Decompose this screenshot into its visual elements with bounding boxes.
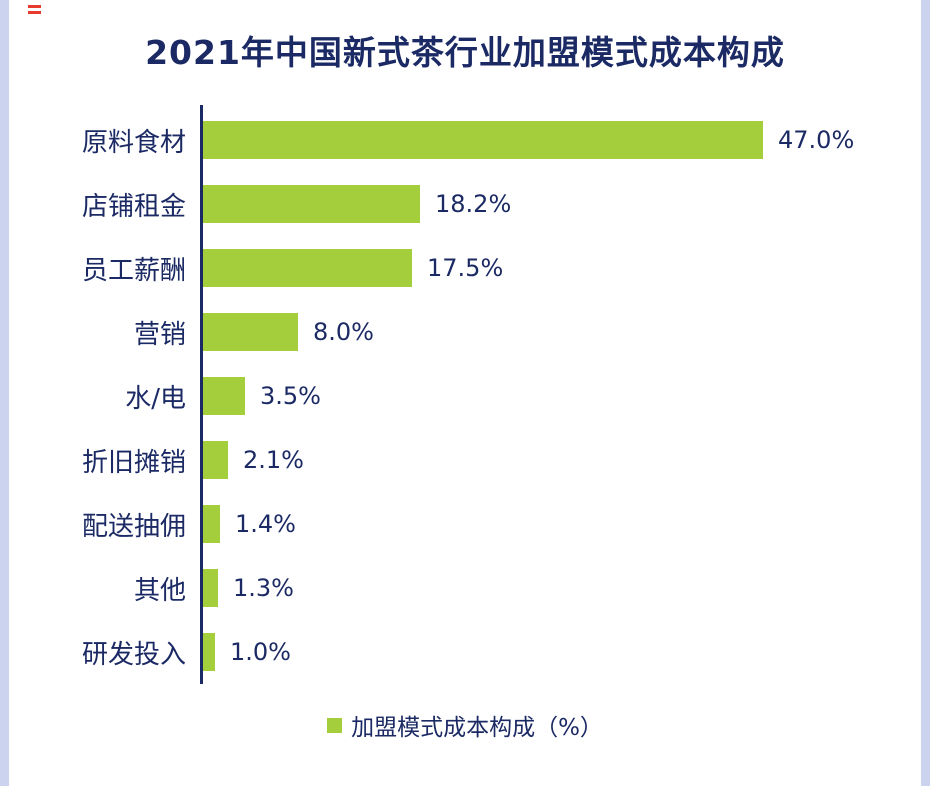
bar-8 [203,633,215,671]
legend: 加盟模式成本构成（%） [0,708,930,742]
bar-track: 2.1% [203,441,304,479]
value-label: 1.4% [235,510,296,538]
chart-row: 研发投入 1.0% [0,620,930,684]
chart-row: 原料食材 47.0% [0,108,930,172]
bar-track: 1.0% [203,633,291,671]
chart-row: 水/电 3.5% [0,364,930,428]
bar-4 [203,377,245,415]
chart-row: 配送抽佣 1.4% [0,492,930,556]
category-label: 员工薪酬 [81,255,186,286]
y-axis-line [200,105,203,684]
value-label: 1.3% [233,574,294,602]
category-label: 水/电 [125,383,186,414]
value-label: 17.5% [427,254,504,282]
bar-track: 1.3% [203,569,294,607]
category-label: 折旧摊销 [81,447,186,478]
chart-row: 其他 1.3% [0,556,930,620]
category-label: 店铺租金 [81,191,186,222]
red-artifact-mark [28,5,41,15]
value-label: 8.0% [313,318,374,346]
value-label: 18.2% [435,190,512,218]
value-label: 2.1% [243,446,304,474]
category-label: 其他 [133,575,186,606]
page-edge-right [921,0,930,786]
bar-7 [203,569,218,607]
bar-track: 17.5% [203,249,503,287]
chart-title: 2021年中国新式茶行业加盟模式成本构成 [145,33,785,72]
legend-label: 加盟模式成本构成（%） [351,715,603,741]
value-label: 3.5% [260,382,321,410]
bar-track: 1.4% [203,505,296,543]
bar-track: 8.0% [203,313,374,351]
page-edge-left [0,0,9,786]
chart-row: 店铺租金 18.2% [0,172,930,236]
legend-swatch [327,717,343,733]
value-label: 1.0% [230,638,291,666]
category-label: 原料食材 [81,127,186,158]
category-label: 配送抽佣 [81,511,186,542]
bar-3 [203,313,298,351]
chart-row: 营销 8.0% [0,300,930,364]
bar-track: 3.5% [203,377,321,415]
bar-track: 18.2% [203,185,511,223]
bar-5 [203,441,228,479]
category-label: 营销 [133,319,186,350]
chart-row: 员工薪酬 17.5% [0,236,930,300]
bar-2 [203,249,412,287]
chart-row: 折旧摊销 2.1% [0,428,930,492]
chart-rows: 原料食材 47.0% 店铺租金 18.2% 员工薪酬 17.5% 营销 8.0% 水/电 3.5%… [0,108,930,684]
bar-chart: 原料食材 47.0% 店铺租金 18.2% 员工薪酬 17.5% 营销 8.0% 水/电 3.5%… [0,105,930,684]
bar-6 [203,505,220,543]
bar-track: 47.0% [203,121,854,159]
value-label: 47.0% [778,126,855,154]
category-label: 研发投入 [81,639,186,670]
bar-0 [203,121,763,159]
bar-1 [203,185,420,223]
